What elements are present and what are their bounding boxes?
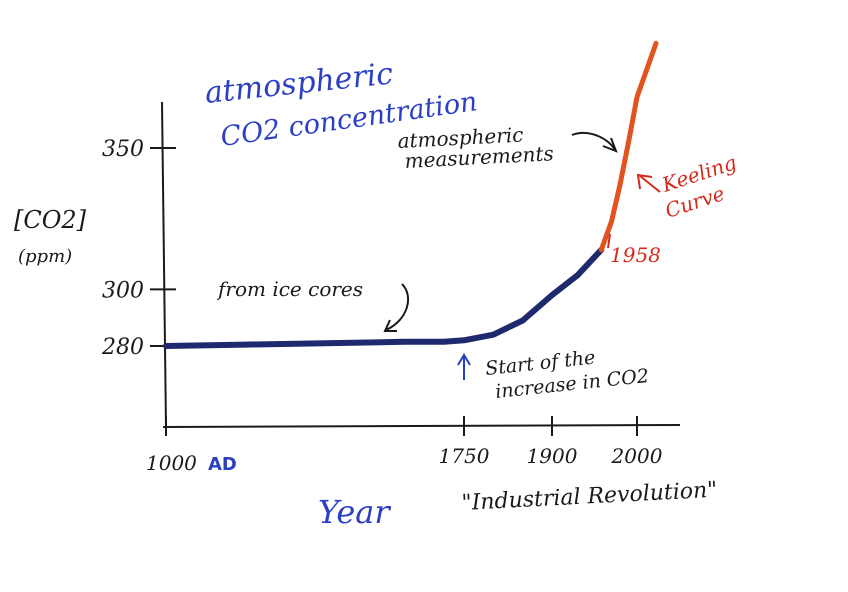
x-tick-label-1000: 1000 <box>146 451 197 475</box>
x-tick-label-2000: 2000 <box>611 444 663 468</box>
keeling-arrow-head <box>636 173 653 190</box>
year-1958-marker <box>607 233 611 249</box>
x-ticks: 1000 AD 1750 1900 2000 <box>146 416 663 475</box>
x-tick-label-1900: 1900 <box>527 444 578 468</box>
x-axis-line <box>162 424 681 428</box>
y-ticks: 280 300 350 <box>101 137 176 360</box>
keeling-arrow <box>639 175 661 193</box>
atm-arrow-head <box>602 137 618 153</box>
series-ice-cores-line <box>163 246 605 349</box>
x-tick-label-ad: AD <box>208 454 237 475</box>
y-axis-unit: (ppm) <box>18 246 72 267</box>
y-axis-line <box>161 101 167 429</box>
x-tick-label-1750: 1750 <box>439 444 490 468</box>
ice-cores-arrow-head <box>383 319 397 332</box>
y-axis-label: [CO2] <box>14 206 87 234</box>
ice-cores-label: from ice cores <box>216 277 363 301</box>
year-1958-label: 1958 <box>610 243 661 267</box>
y-tick-label-280: 280 <box>101 335 144 360</box>
series-keeling-curve-line <box>598 40 659 253</box>
series-layer <box>163 40 659 349</box>
industrial-revolution-label: "Industrial Revolution" <box>461 478 718 516</box>
ice-cores-arrow <box>385 283 410 331</box>
atm-arrow <box>571 131 616 151</box>
y-tick-label-300: 300 <box>102 278 144 303</box>
x-axis-label-year: Year <box>318 493 391 531</box>
axes <box>161 101 681 429</box>
start-increase-arrow-head <box>457 353 471 366</box>
y-tick-label-350: 350 <box>102 137 144 162</box>
